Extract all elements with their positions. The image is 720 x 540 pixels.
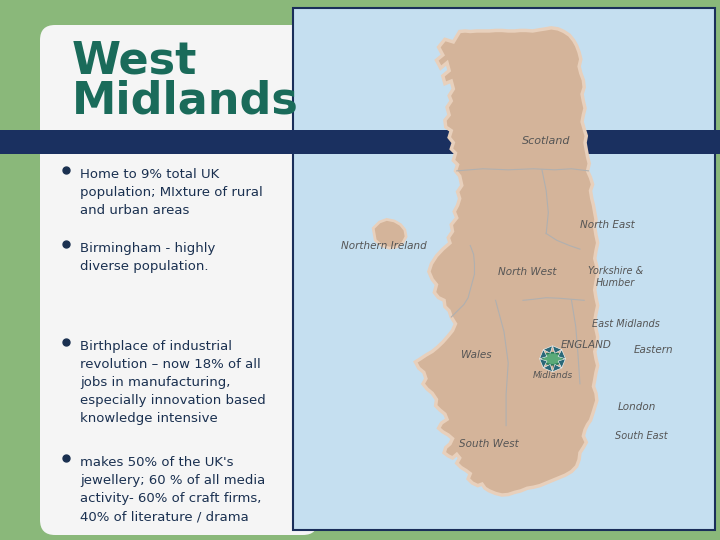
Text: South West: South West [459, 439, 519, 449]
Text: West: West [72, 40, 197, 83]
Ellipse shape [543, 353, 562, 365]
Polygon shape [552, 346, 562, 353]
Text: makes 50% of the UK's
jewellery; 60 % of all media
activity- 60% of craft firms,: makes 50% of the UK's jewellery; 60 % of… [80, 456, 265, 523]
Text: Home to 9% total UK
population; MIxture of rural
and urban areas: Home to 9% total UK population; MIxture … [80, 168, 263, 217]
Polygon shape [544, 364, 552, 372]
Text: Yorkshire &
Humber: Yorkshire & Humber [588, 266, 644, 288]
Text: Eastern: Eastern [634, 345, 674, 355]
Bar [293, 8, 715, 530]
Text: South East: South East [615, 431, 667, 441]
Polygon shape [552, 364, 562, 372]
FancyBboxPatch shape [40, 25, 318, 535]
Text: East Midlands: East Midlands [593, 319, 660, 329]
Polygon shape [558, 359, 565, 368]
Polygon shape [539, 349, 547, 359]
Text: Birmingham - highly
diverse population.: Birmingham - highly diverse population. [80, 242, 215, 273]
Text: W.
Midlands: W. Midlands [532, 361, 572, 381]
Polygon shape [558, 349, 565, 359]
Text: Northern Ireland: Northern Ireland [341, 240, 427, 251]
Text: North West: North West [498, 267, 557, 276]
Text: Midlands: Midlands [72, 80, 299, 123]
Text: Wales: Wales [462, 350, 492, 360]
Polygon shape [544, 346, 552, 353]
Text: Scotland: Scotland [522, 136, 570, 146]
Text: North East: North East [580, 220, 635, 229]
Text: ENGLAND: ENGLAND [561, 340, 612, 350]
Polygon shape [373, 219, 406, 248]
Polygon shape [415, 28, 598, 495]
Text: London: London [618, 402, 656, 413]
FancyBboxPatch shape [0, 130, 720, 154]
Polygon shape [539, 359, 547, 368]
Text: Birthplace of industrial
revolution – now 18% of all
jobs in manufacturing,
espe: Birthplace of industrial revolution – no… [80, 340, 266, 425]
